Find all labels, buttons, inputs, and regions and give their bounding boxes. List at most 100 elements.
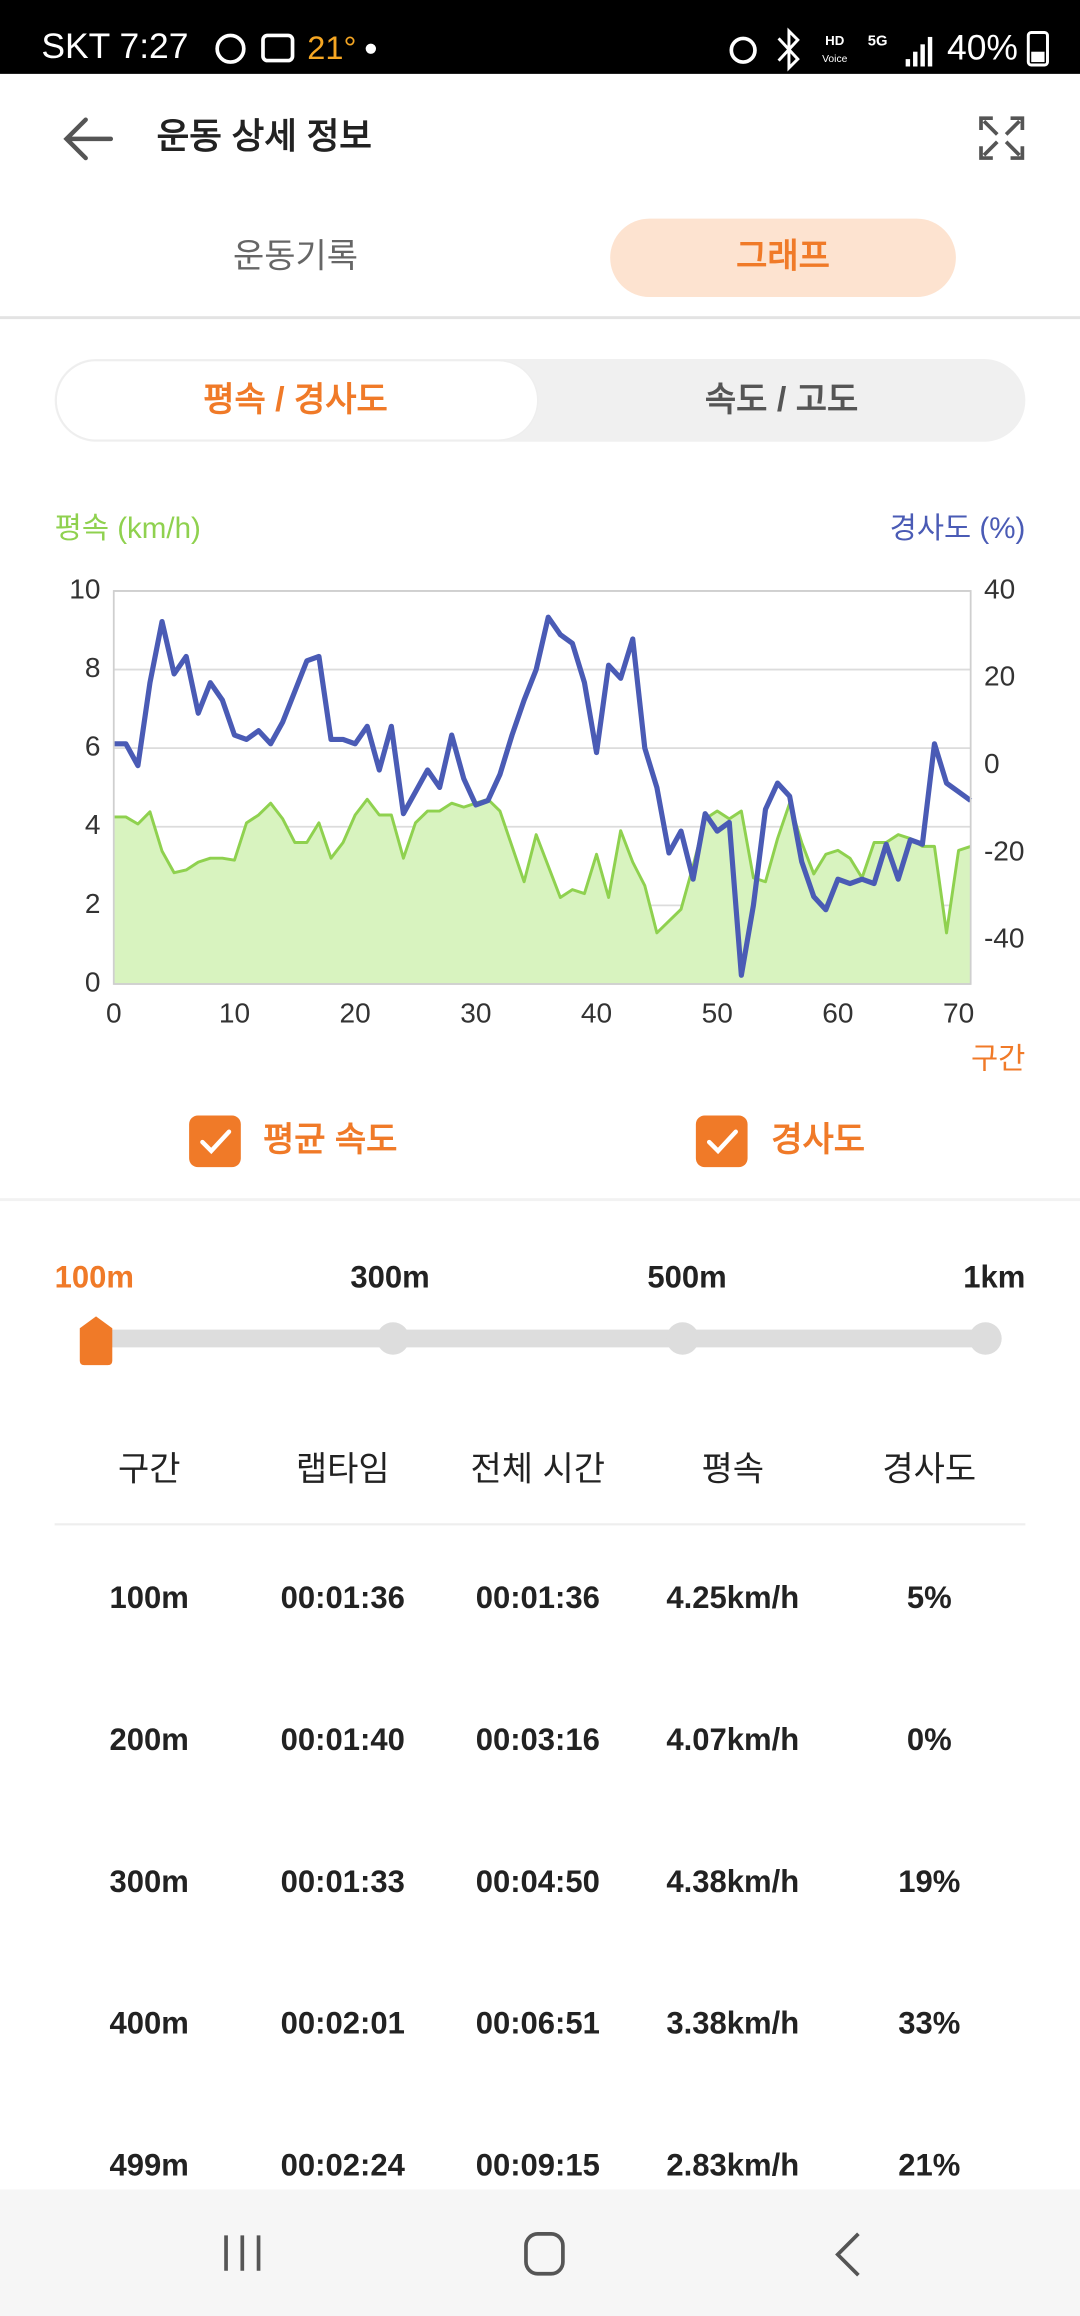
table-cell: 0% xyxy=(907,1722,952,1757)
slider-stop xyxy=(376,1322,410,1355)
shoe-icon xyxy=(215,33,246,64)
segment[interactable]: 평속 / 경사도 xyxy=(203,381,388,419)
table-cell: 400m xyxy=(110,2006,189,2041)
tab[interactable]: 운동기록 xyxy=(233,238,358,276)
table-cell: 4.07km/h xyxy=(666,1722,799,1757)
hd-icon: HD xyxy=(825,33,845,48)
status-bar xyxy=(0,0,1080,74)
slider-label[interactable]: 500m xyxy=(647,1260,726,1295)
series-line xyxy=(113,614,973,978)
segment[interactable]: 속도 / 고도 xyxy=(705,381,858,419)
table-cell: 21% xyxy=(898,2148,960,2183)
column-header: 평속 xyxy=(702,1450,765,1488)
y-tick-label: 4 xyxy=(85,809,101,840)
table-cell: 00:02:01 xyxy=(281,2006,405,2041)
slider-stop xyxy=(666,1322,699,1355)
column-header: 랩타임 xyxy=(296,1450,390,1488)
column-header: 구간 xyxy=(118,1450,181,1488)
tab[interactable]: 그래프 xyxy=(736,238,830,276)
slider-handle[interactable] xyxy=(79,1316,113,1366)
gallery-icon xyxy=(261,33,295,63)
table-cell: 00:06:51 xyxy=(476,2006,600,2041)
divider xyxy=(0,316,1080,320)
y-axis-label: 평속 (km/h) xyxy=(55,512,201,545)
x-tick-label: 40 xyxy=(581,997,612,1028)
section-divider xyxy=(0,1198,1080,1202)
table-cell: 3.38km/h xyxy=(666,2006,799,2041)
signal-bar xyxy=(905,59,911,67)
area-fill xyxy=(113,799,971,984)
slider-stop xyxy=(969,1322,1002,1355)
home-button[interactable] xyxy=(524,2232,565,2276)
x-tick-label: 60 xyxy=(822,997,853,1028)
checkbox[interactable] xyxy=(189,1115,241,1168)
alarm-icon xyxy=(729,36,757,64)
table-cell: 00:03:16 xyxy=(476,1722,600,1757)
slider-label[interactable]: 100m xyxy=(55,1260,134,1295)
tab-selected-bg xyxy=(610,218,956,297)
y2-tick-label: -20 xyxy=(984,835,1025,866)
header-title: 운동 상세 정보 xyxy=(157,116,372,156)
x-tick-label: 0 xyxy=(106,997,122,1028)
table-cell: 5% xyxy=(907,1580,952,1615)
y2-axis-label: 경사도 (%) xyxy=(890,512,1026,545)
notification-dot xyxy=(365,43,377,54)
x-tick-label: 10 xyxy=(219,997,250,1028)
table-cell: 4.38km/h xyxy=(666,1864,799,1899)
y2-tick-label: 20 xyxy=(984,661,1015,692)
recents-button[interactable] xyxy=(224,2235,261,2271)
x-axis-label: 구간 xyxy=(971,1043,1025,1076)
nav-bar xyxy=(0,2189,1080,2316)
bluetooth-icon xyxy=(777,27,800,72)
signal-bar xyxy=(927,36,933,67)
table-cell: 19% xyxy=(898,1864,960,1899)
voice-icon: Voice xyxy=(822,54,848,65)
y-tick-label: 0 xyxy=(85,966,101,997)
temperature: 21° xyxy=(307,30,356,66)
table-cell: 2.83km/h xyxy=(666,2148,799,2183)
table-cell: 4.25km/h xyxy=(666,1580,799,1615)
back-button[interactable] xyxy=(63,117,114,161)
fullscreen-button[interactable] xyxy=(979,116,1025,160)
x-tick-label: 50 xyxy=(702,997,733,1028)
check-mark xyxy=(200,1129,232,1155)
slider-label[interactable]: 300m xyxy=(350,1260,429,1295)
y2-tick-label: 40 xyxy=(984,573,1015,604)
signal-bar xyxy=(920,44,925,67)
x-tick-label: 30 xyxy=(460,997,491,1028)
y-tick-label: 8 xyxy=(85,652,101,683)
check-mark xyxy=(706,1129,738,1155)
legend-label: 평균 속도 xyxy=(263,1121,397,1159)
y-tick-label: 6 xyxy=(85,731,101,762)
series-line xyxy=(113,797,972,935)
table-cell: 00:09:15 xyxy=(476,2148,600,2183)
y-tick-label: 10 xyxy=(69,573,100,604)
network-icon: 5G xyxy=(868,33,888,49)
x-tick-label: 70 xyxy=(943,997,974,1028)
back-nav-button[interactable] xyxy=(835,2232,860,2277)
signal-bar xyxy=(913,51,918,67)
table-cell: 00:01:36 xyxy=(281,1580,405,1615)
carrier-time: SKT 7:27 xyxy=(41,26,188,66)
table-cell: 100m xyxy=(110,1580,189,1615)
legend-label: 경사도 xyxy=(771,1121,865,1159)
table-cell: 00:01:36 xyxy=(476,1580,600,1615)
segment-selected xyxy=(55,359,539,442)
plot-border xyxy=(112,590,972,985)
y2-tick-label: -40 xyxy=(984,923,1025,954)
table-cell: 499m xyxy=(110,2148,189,2183)
table-cell: 300m xyxy=(110,1864,189,1899)
table-cell: 200m xyxy=(110,1722,189,1757)
table-cell: 00:01:33 xyxy=(281,1864,405,1899)
y-tick-label: 2 xyxy=(85,888,101,919)
slider-label[interactable]: 1km xyxy=(963,1260,1025,1295)
column-header: 경사도 xyxy=(882,1450,976,1488)
checkbox[interactable] xyxy=(695,1115,748,1168)
battery-level: 40% xyxy=(947,28,1018,68)
battery-icon xyxy=(1026,31,1049,67)
x-tick-label: 20 xyxy=(340,997,371,1028)
column-header: 전체 시간 xyxy=(471,1450,605,1488)
battery-fill xyxy=(1031,51,1045,63)
table-cell: 00:04:50 xyxy=(476,1864,600,1899)
table-cell: 00:01:40 xyxy=(281,1722,405,1757)
